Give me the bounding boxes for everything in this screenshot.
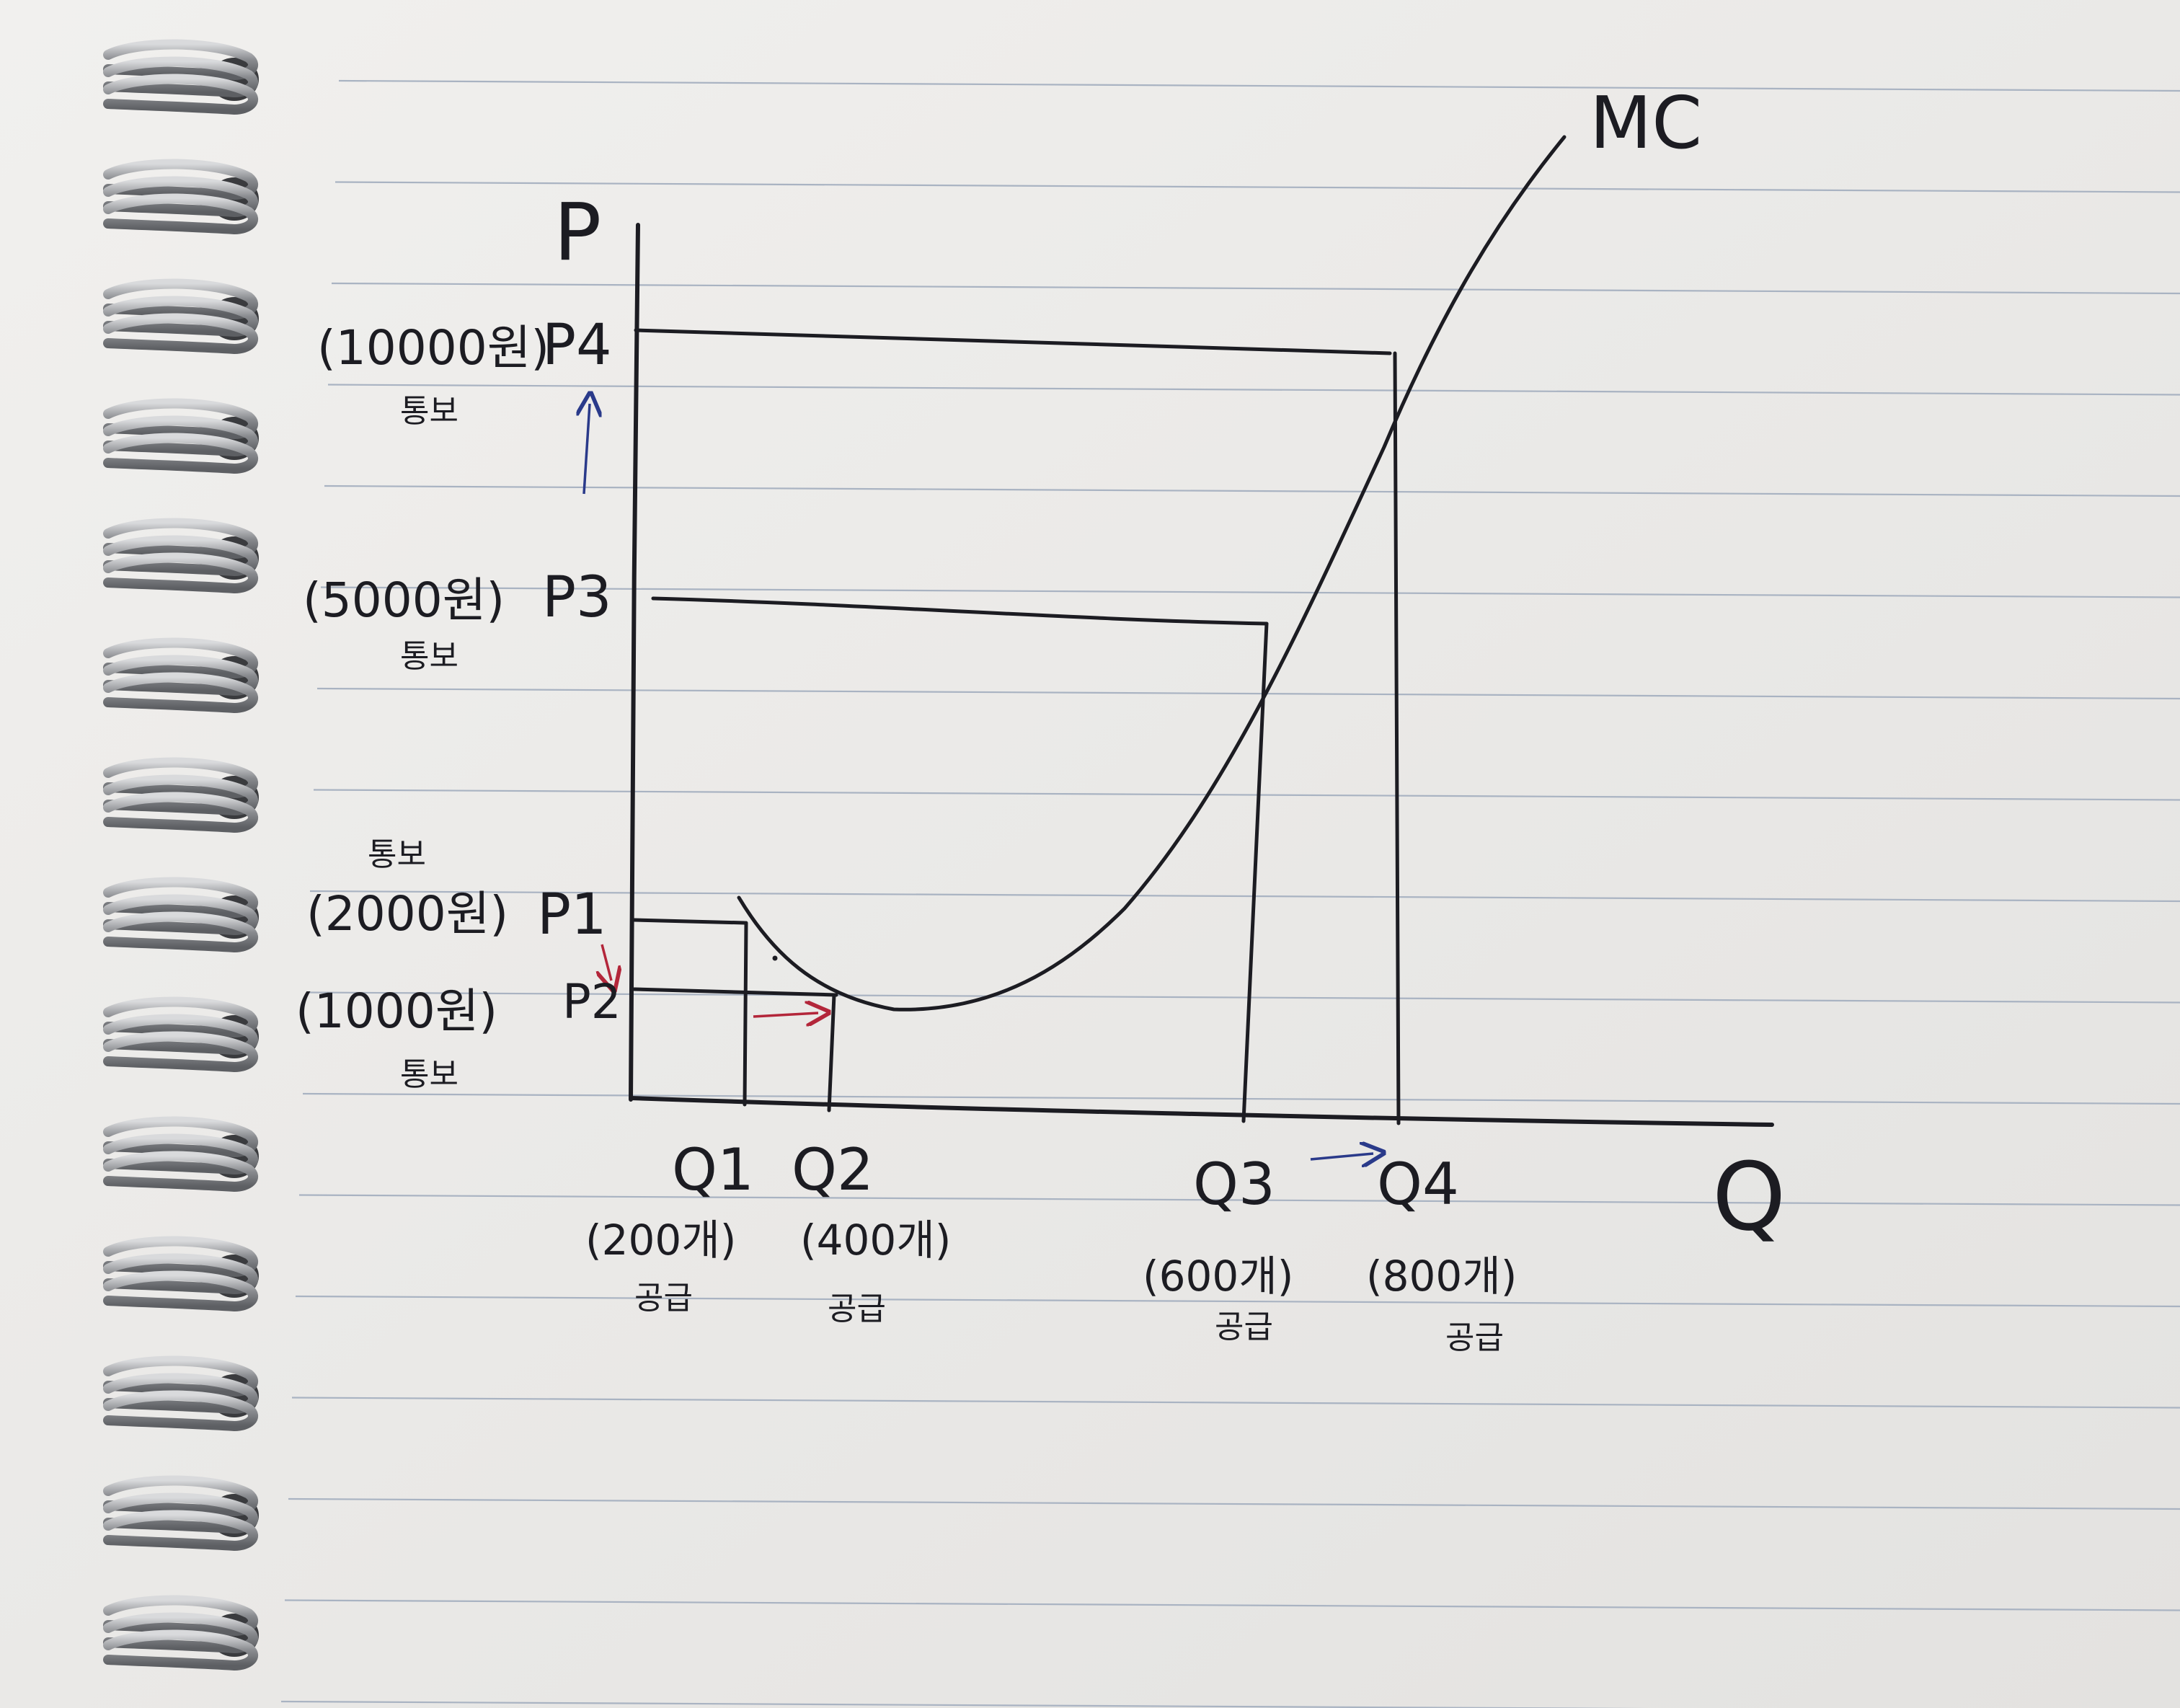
- rule-line: [316, 687, 2180, 700]
- q4-label: Q4: [1377, 1151, 1459, 1218]
- price-down-arrow: [602, 944, 611, 981]
- rule-line: [295, 1295, 2180, 1308]
- rule-line: [313, 789, 2180, 801]
- rule-line: [298, 1194, 2180, 1206]
- p4-horizontal-guide: [634, 328, 1392, 355]
- p1-horizontal-guide: [632, 918, 747, 925]
- y-axis-label: P: [554, 186, 601, 278]
- p3-amount: (5000원): [303, 572, 505, 628]
- rule-line: [334, 181, 2180, 193]
- p4-note: 통보: [400, 393, 458, 430]
- p2-note: 통보: [400, 1056, 458, 1093]
- price-level-p4: (10000원) P4 통보: [317, 313, 612, 430]
- p1-amount: (2000원): [306, 886, 508, 942]
- q1-amount: (200개): [585, 1216, 736, 1265]
- notebook-rule-lines: [280, 79, 2180, 1708]
- rule-line: [331, 282, 2180, 295]
- q2-amount: (400개): [800, 1216, 951, 1265]
- p1-label: P1: [537, 882, 607, 947]
- spiral-coil: [103, 996, 259, 1073]
- p1-note: 통보: [368, 836, 426, 873]
- rule-line: [284, 1599, 2180, 1611]
- spiral-coil: [103, 637, 259, 714]
- q3-vertical-guide: [1241, 621, 1269, 1123]
- spiral-coil: [103, 757, 259, 833]
- price-level-p1: 통보 (2000원) P1: [306, 836, 607, 947]
- spiral-coil: [103, 159, 259, 235]
- rule-line: [291, 1397, 2180, 1409]
- spiral-coil: [103, 39, 259, 115]
- q4-amount: (800개): [1366, 1252, 1517, 1301]
- q3-note: 공급: [1215, 1309, 1273, 1345]
- q3-label: Q3: [1193, 1151, 1275, 1218]
- quantity-level-q3: Q3 (600개) 공급: [1143, 1151, 1293, 1345]
- price-up-arrow: [584, 404, 590, 495]
- q2-note: 공급: [828, 1291, 886, 1327]
- p3-note: 통보: [400, 638, 458, 675]
- pen-dot: [772, 955, 778, 961]
- p4-label: P4: [542, 313, 612, 378]
- quantity-right-arrow: [753, 1013, 818, 1017]
- spiral-coil: [103, 1116, 259, 1192]
- spiral-coil: [103, 877, 259, 953]
- y-axis-line: [629, 223, 640, 1102]
- spiral-coil: [103, 398, 259, 474]
- p3-label: P3: [542, 565, 612, 630]
- x-axis-label: Q: [1712, 1142, 1786, 1252]
- spiral-coil: [103, 1475, 259, 1552]
- x-axis-line: [629, 1096, 1774, 1127]
- q2-vertical-guide: [827, 993, 836, 1112]
- rule-line: [338, 79, 2180, 92]
- spiral-binding: [103, 39, 259, 1671]
- q1-note: 공급: [634, 1280, 693, 1317]
- rule-line: [309, 890, 2180, 903]
- price-level-p2: (1000원) P2 통보: [296, 974, 621, 1093]
- quantity-level-q2: Q2 (400개) 공급: [792, 1136, 951, 1327]
- rule-line: [280, 1700, 1652, 1708]
- spiral-coil: [103, 1236, 259, 1312]
- quantity-level-q4: Q4 (800개) 공급: [1366, 1151, 1517, 1356]
- q3-amount: (600개): [1143, 1252, 1293, 1301]
- q1-vertical-guide: [743, 921, 748, 1107]
- mc-curve: [737, 135, 1567, 1012]
- p2-amount: (1000원): [296, 983, 497, 1039]
- rule-line: [288, 1497, 2180, 1510]
- quantity-level-q1: Q1 (200개) 공급: [585, 1136, 754, 1317]
- p2-horizontal-guide: [632, 987, 838, 997]
- q1-label: Q1: [672, 1136, 754, 1203]
- rule-line: [302, 1092, 2180, 1105]
- p4-amount: (10000원): [317, 320, 549, 376]
- spiral-coil: [103, 1355, 259, 1432]
- q2-label: Q2: [792, 1136, 874, 1203]
- spiral-coil: [103, 518, 259, 594]
- p3-horizontal-guide: [651, 596, 1269, 626]
- spiral-coil: [103, 278, 259, 355]
- q4-vertical-guide: [1393, 351, 1401, 1125]
- price-level-p3: (5000원) P3 통보: [303, 565, 612, 675]
- spiral-coil: [103, 1595, 259, 1671]
- p2-label: P2: [562, 974, 621, 1030]
- rule-line: [320, 586, 2180, 598]
- mc-curve-label: MC: [1590, 81, 1702, 165]
- q3-to-q4-arrow: [1310, 1154, 1373, 1159]
- q4-note: 공급: [1445, 1319, 1504, 1356]
